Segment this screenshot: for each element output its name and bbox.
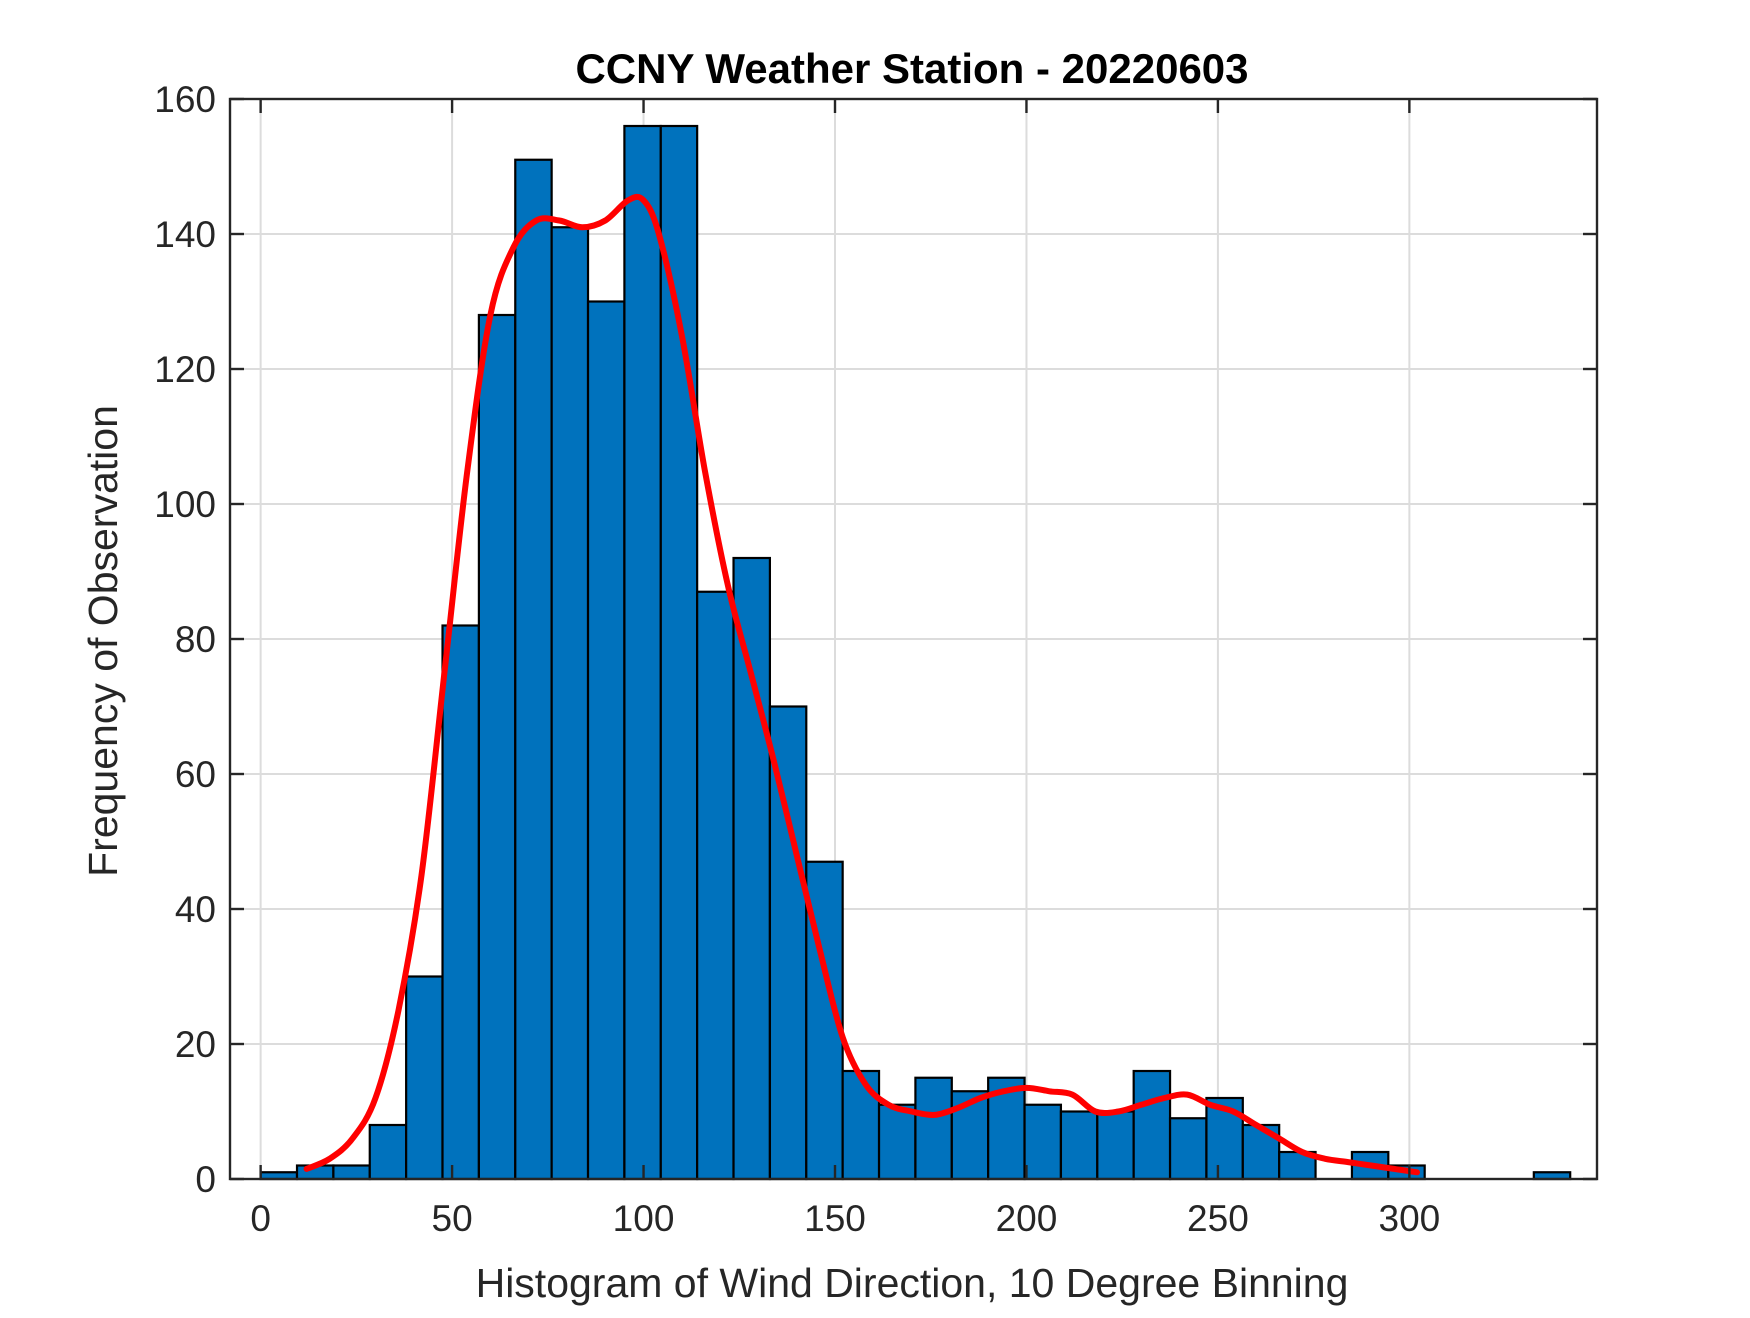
histogram-bar bbox=[841, 1069, 881, 1181]
y-tick-label: 40 bbox=[175, 889, 216, 930]
chart-title: CCNY Weather Station - 20220603 bbox=[575, 45, 1248, 92]
x-tick-label: 50 bbox=[432, 1198, 473, 1239]
histogram-bar bbox=[1132, 1069, 1172, 1181]
histogram-bar bbox=[586, 300, 626, 1181]
histogram-bar bbox=[1168, 1117, 1208, 1181]
histogram-bar bbox=[514, 158, 553, 1181]
histogram-bars bbox=[259, 124, 1572, 1181]
x-tick-label: 100 bbox=[613, 1198, 675, 1239]
y-tick-label: 120 bbox=[154, 349, 216, 390]
histogram-bar bbox=[732, 556, 772, 1181]
x-tick-label: 200 bbox=[996, 1198, 1058, 1239]
y-tick-label: 100 bbox=[154, 484, 216, 525]
histogram-bar bbox=[477, 313, 517, 1181]
y-tick-label: 80 bbox=[175, 619, 216, 660]
histogram-bar bbox=[696, 590, 735, 1181]
histogram-bar bbox=[332, 1164, 371, 1181]
histogram-bar bbox=[368, 1123, 408, 1181]
density-curve bbox=[303, 193, 1420, 1176]
tick-labels: 0 50 100 150 200 250 300 0 20 40 60 80 100 120 140 160 bbox=[154, 79, 1440, 1239]
histogram-bar bbox=[623, 124, 662, 1181]
y-axis-label: Frequency of Observation bbox=[80, 405, 126, 877]
x-axis-label: Histogram of Wind Direction, 10 Degree B… bbox=[476, 1260, 1349, 1306]
y-tick-label: 20 bbox=[175, 1024, 216, 1065]
histogram-bar bbox=[1023, 1103, 1063, 1181]
y-tick-label: 160 bbox=[154, 79, 216, 120]
density-curve-group bbox=[303, 193, 1420, 1176]
y-tick-label: 60 bbox=[175, 754, 216, 795]
y-tick-label: 0 bbox=[195, 1159, 216, 1200]
x-tick-label: 250 bbox=[1187, 1198, 1249, 1239]
histogram-bar bbox=[550, 226, 590, 1181]
x-tick-label: 150 bbox=[804, 1198, 866, 1239]
x-tick-label: 300 bbox=[1379, 1198, 1441, 1239]
histogram-bar bbox=[914, 1076, 953, 1181]
histogram-bar bbox=[877, 1103, 917, 1181]
histogram-bar bbox=[441, 624, 480, 1181]
histogram-bar bbox=[1059, 1110, 1099, 1181]
axes bbox=[228, 97, 1599, 1181]
histogram-bar bbox=[659, 124, 699, 1181]
x-tick-label: 0 bbox=[250, 1198, 271, 1239]
histogram-bar bbox=[405, 975, 444, 1181]
histogram-bar bbox=[1096, 1110, 1135, 1181]
y-tick-label: 140 bbox=[154, 214, 216, 255]
